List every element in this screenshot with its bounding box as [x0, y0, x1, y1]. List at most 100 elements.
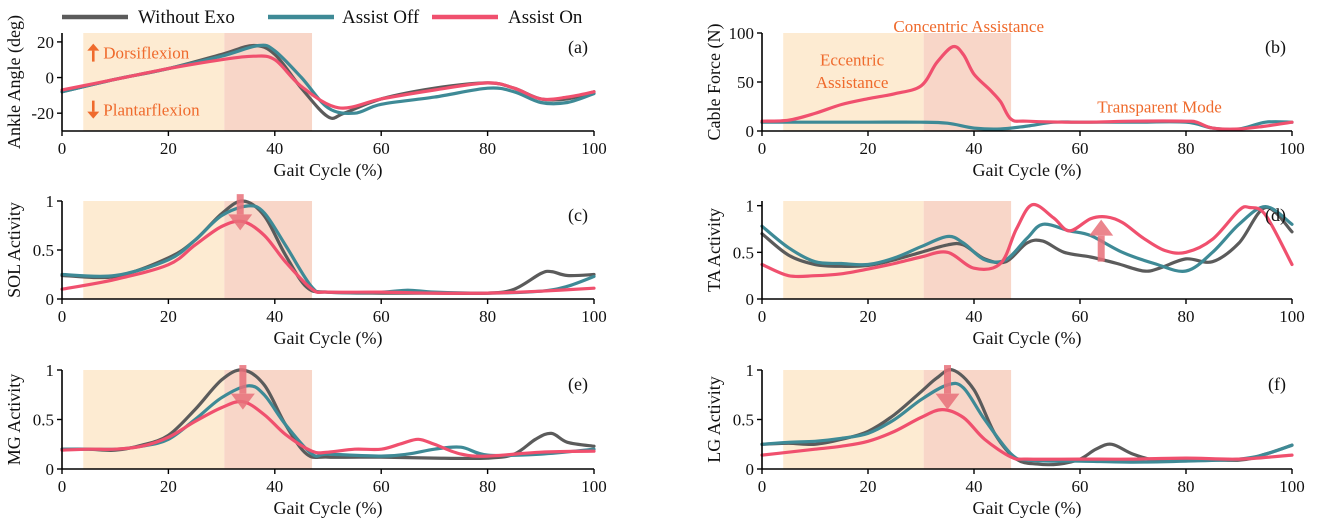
concentric-phase-band-b: [923, 33, 1012, 131]
x-tick-label-b: 100: [1279, 139, 1305, 158]
x-tick-label-e: 100: [581, 477, 607, 496]
x-tick-label-e: 80: [479, 477, 496, 496]
y-tick-label-d: 1: [746, 197, 755, 216]
effect-arrow-head-c: [228, 214, 253, 231]
x-axis-label-d: Gait Cycle (%): [973, 328, 1082, 349]
y-tick-label-e: 0: [46, 460, 55, 479]
x-tick-label-f: 80: [1178, 477, 1195, 496]
series-line-on-e: [60, 399, 596, 458]
annotation-text-a-0: Dorsiflexion: [103, 44, 189, 63]
series-line-off-f: [760, 381, 1294, 464]
x-tick-label-f: 40: [966, 477, 983, 496]
effect-arrow-d: [1089, 219, 1114, 262]
panel-label-a: (a): [568, 37, 588, 58]
panel-label-f: (f): [1268, 374, 1286, 395]
x-tick-label-a: 80: [479, 139, 496, 158]
annotation-text-b-0: Eccentric: [820, 50, 885, 69]
y-axis-label-a: Ankle Angle (deg): [4, 15, 25, 149]
y-tick-label-c: 0: [46, 290, 55, 309]
effect-arrow-e: [230, 365, 255, 410]
x-tick-label-d: 60: [1072, 307, 1089, 326]
y-axis-label-f: LG Activity: [704, 376, 724, 463]
effect-arrow-f: [935, 365, 960, 410]
y-tick-label-c: 0.5: [33, 241, 54, 260]
x-tick-label-c: 40: [266, 307, 283, 326]
y-tick-label-a: -20: [31, 104, 54, 123]
panel-label-d: (d): [1265, 205, 1286, 226]
x-tick-label-f: 60: [1072, 477, 1089, 496]
x-tick-label-f: 20: [860, 477, 877, 496]
y-tick-label-d: 0: [746, 290, 755, 309]
x-tick-label-f: 0: [758, 477, 767, 496]
concentric-phase-band-d: [923, 201, 1012, 299]
panel-label-b: (b): [1265, 37, 1286, 58]
panel-b: 0 20 40 60 80 100 0 50 100 Gait Cycle (%) Cable Fo…: [704, 17, 1305, 181]
annotation-text-b-3: Transparent Mode: [1097, 98, 1222, 117]
panel-label-e: (e): [568, 374, 588, 395]
y-tick-label-a: 20: [37, 33, 54, 52]
x-tick-label-a: 60: [373, 139, 390, 158]
annotation-text-b-2: Concentric Assistance: [893, 17, 1044, 36]
series-line-on-a: [60, 54, 596, 110]
annotation-arrowhead-up-a: [87, 43, 100, 51]
effect-arrow-c: [228, 194, 253, 231]
y-tick-label-b: 0: [746, 122, 755, 141]
series-line-off-d: [760, 205, 1294, 273]
x-tick-label-e: 0: [58, 477, 67, 496]
x-tick-label-b: 60: [1072, 139, 1089, 158]
y-tick-label-b: 100: [729, 24, 755, 43]
x-tick-label-d: 40: [966, 307, 983, 326]
x-tick-label-b: 20: [860, 139, 877, 158]
x-tick-label-e: 40: [266, 477, 283, 496]
x-tick-label-b: 80: [1178, 139, 1195, 158]
x-axis-label-a: Gait Cycle (%): [274, 160, 383, 181]
series-line-on-b: [760, 44, 1294, 131]
x-tick-label-a: 20: [160, 139, 177, 158]
y-axis-label-d: TA Activity: [704, 208, 724, 292]
x-tick-label-a: 0: [58, 139, 67, 158]
panel-d: 0 20 40 60 80 100 0 0.5 1 Gait Cycle (%) TA Activi…: [704, 197, 1305, 349]
y-tick-label-f: 1: [746, 361, 755, 380]
x-axis-label-b: Gait Cycle (%): [973, 160, 1082, 181]
x-tick-label-c: 80: [479, 307, 496, 326]
x-tick-label-c: 100: [581, 307, 607, 326]
x-tick-label-c: 0: [58, 307, 67, 326]
panel-label-c: (c): [568, 205, 588, 226]
x-axis-label-f: Gait Cycle (%): [973, 498, 1082, 519]
panel-f: 0 20 40 60 80 100 0 0.5 1 Gait Cycle (%) LG Activi…: [704, 361, 1305, 519]
panel-e: 0 20 40 60 80 100 0 0.5 1 Gait Cycle (%) MG Activi…: [4, 361, 607, 519]
y-tick-label-a: 0: [46, 69, 55, 88]
x-tick-label-d: 80: [1178, 307, 1195, 326]
y-tick-label-c: 1: [46, 192, 55, 211]
x-axis-label-e: Gait Cycle (%): [274, 498, 383, 519]
effect-arrow-head-e: [230, 393, 255, 410]
series-line-on-c: [60, 219, 596, 295]
series-line-on-d: [760, 202, 1294, 279]
x-tick-label-c: 20: [160, 307, 177, 326]
eccentric-phase-band-e: [83, 370, 225, 469]
legend-label-assist-off: Assist Off: [342, 7, 420, 28]
eccentric-phase-band-d: [783, 201, 924, 299]
y-axis-label-c: SOL Activity: [4, 202, 24, 298]
x-tick-label-d: 20: [860, 307, 877, 326]
x-tick-label-c: 60: [373, 307, 390, 326]
eccentric-phase-band-f: [783, 370, 924, 469]
y-tick-label-e: 1: [46, 361, 55, 380]
y-tick-label-f: 0: [746, 460, 755, 479]
y-tick-label-d: 0.5: [733, 243, 754, 262]
legend-label-assist-on: Assist On: [508, 7, 583, 28]
legend-label-without-exo: Without Exo: [138, 7, 235, 28]
y-axis-label-b: Cable Force (N): [704, 24, 725, 141]
x-tick-label-a: 40: [266, 139, 283, 158]
x-tick-label-f: 100: [1279, 477, 1305, 496]
x-tick-label-e: 60: [373, 477, 390, 496]
y-tick-label-f: 0.5: [733, 411, 754, 430]
x-tick-label-d: 100: [1279, 307, 1305, 326]
x-tick-label-e: 20: [160, 477, 177, 496]
eccentric-phase-band-c: [83, 201, 225, 299]
series-line-on-f: [760, 408, 1294, 461]
y-tick-label-e: 0.5: [33, 411, 54, 430]
